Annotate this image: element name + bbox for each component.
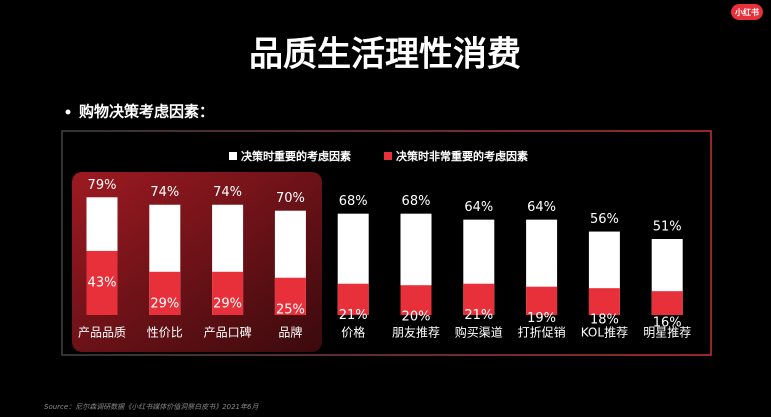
legend-swatch <box>384 152 392 160</box>
value-label: 68% <box>339 194 368 209</box>
chart: 决策时重要的考虑因素 决策时非常重要的考虑因素 79% 43% 产品品质 74% 29% 性价… <box>78 149 691 340</box>
x-tick-label: 价格 <box>341 325 365 340</box>
logo-badge <box>731 4 763 20</box>
legend-label: 决策时重要的考虑因素 <box>241 149 351 163</box>
value-label: 64% <box>464 200 493 215</box>
x-tick-label: KOL推荐 <box>581 326 628 340</box>
value-label: 20% <box>402 310 431 325</box>
x-tick-label: 性价比 <box>147 326 183 340</box>
title: 品质生活理性消费 <box>249 35 521 75</box>
value-label: 64% <box>527 200 556 215</box>
value-label: 79% <box>88 178 117 193</box>
x-tick-label: 购买渠道 <box>455 325 503 340</box>
highlight-box <box>72 172 322 352</box>
bar <box>463 283 495 315</box>
value-label: 18% <box>590 313 619 328</box>
value-label: 51% <box>653 220 682 235</box>
bar <box>588 288 620 315</box>
bar <box>651 291 683 315</box>
value-label: 21% <box>464 308 493 323</box>
x-tick-label: 品牌 <box>278 326 302 340</box>
value-label: 74% <box>213 185 242 200</box>
value-label: 19% <box>527 311 556 326</box>
subtitle: 购物决策考虑因素： <box>79 103 214 121</box>
value-label: 74% <box>150 185 179 200</box>
x-tick-label: 明星推荐 <box>643 326 691 340</box>
value-label: 25% <box>276 302 305 317</box>
value-label: 29% <box>150 296 179 311</box>
legend-label: 决策时非常重要的考虑因素 <box>396 149 528 163</box>
value-label: 70% <box>276 191 305 206</box>
bar <box>400 285 432 315</box>
value-label: 43% <box>88 275 117 290</box>
source: Source：尼尔森调研数据《小红书媒体价值洞察白皮书》2021年6月 <box>44 403 259 411</box>
legend-swatch <box>229 152 237 160</box>
x-tick-label: 朋友推荐 <box>392 326 440 340</box>
value-label: 21% <box>339 308 368 323</box>
bar <box>274 277 306 315</box>
bar <box>149 271 181 315</box>
bar <box>526 286 558 315</box>
bar <box>337 283 369 315</box>
chart-frame <box>61 130 712 356</box>
value-label: 29% <box>213 296 242 311</box>
logo: 小红书 <box>734 7 759 17</box>
x-tick-label: 产品口碑 <box>204 325 252 340</box>
bar <box>86 250 118 315</box>
value-label: 56% <box>590 212 619 227</box>
bullet <box>65 109 71 115</box>
value-label: 68% <box>402 194 431 209</box>
x-tick-label: 产品品质 <box>78 326 126 340</box>
bar <box>212 271 244 315</box>
value-label: 16% <box>653 316 682 331</box>
x-tick-label: 打折促销 <box>518 325 566 340</box>
